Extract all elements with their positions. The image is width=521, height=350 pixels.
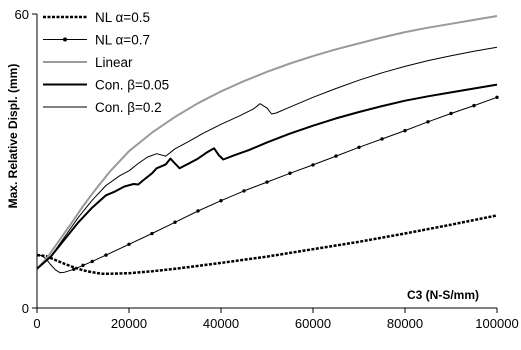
data-point xyxy=(150,232,153,235)
data-point xyxy=(403,129,406,132)
x-tick-label: 40000 xyxy=(203,316,239,331)
y-tick-label: 0 xyxy=(22,301,29,316)
legend-item: Con. β=0.2 xyxy=(43,100,162,115)
x-tick-label: 0 xyxy=(33,316,40,331)
data-point xyxy=(81,264,84,267)
x-tick-label: 60000 xyxy=(295,316,331,331)
data-point xyxy=(426,120,429,123)
data-point xyxy=(72,268,75,271)
data-point xyxy=(242,189,245,192)
legend-item: NL α=0.5 xyxy=(43,10,150,25)
legend-label: Linear xyxy=(95,55,133,70)
data-point xyxy=(495,96,498,99)
legend-label: Con. β=0.2 xyxy=(95,100,162,115)
series-line xyxy=(37,215,497,273)
axes: 0 20000 40000 60000 80000 100000 0 60 xyxy=(15,7,519,331)
x-tick-label: 80000 xyxy=(387,316,423,331)
data-point xyxy=(288,172,291,175)
legend-label: NL α=0.5 xyxy=(95,10,150,25)
legend: NL α=0.5 NL α=0.7 Linear Con. β=0.05 Con. β=… xyxy=(43,10,169,115)
data-point xyxy=(104,253,107,256)
data-point xyxy=(219,199,222,202)
data-point xyxy=(265,180,268,183)
data-point xyxy=(380,137,383,140)
data-point xyxy=(357,146,360,149)
y-tick-label: 60 xyxy=(15,7,29,22)
y-axis-label: Max. Relative Displ. (mm) xyxy=(6,64,20,209)
data-point xyxy=(449,112,452,115)
data-point xyxy=(472,104,475,107)
series-2 xyxy=(37,96,499,273)
legend-item: Linear xyxy=(43,55,133,70)
data-point xyxy=(196,209,199,212)
data-point xyxy=(91,260,94,263)
legend-item: Con. β=0.05 xyxy=(43,78,169,93)
legend-label: NL α=0.7 xyxy=(95,33,150,48)
series-1 xyxy=(37,215,497,273)
x-tick-label: 20000 xyxy=(111,316,147,331)
data-point xyxy=(173,221,176,224)
legend-marker xyxy=(63,38,67,42)
legend-item: NL α=0.7 xyxy=(43,33,150,48)
x-axis-label: C3 (N-S/mm) xyxy=(407,288,479,302)
data-point xyxy=(334,154,337,157)
x-tick-label: 100000 xyxy=(475,316,518,331)
data-point xyxy=(311,163,314,166)
data-point xyxy=(127,243,130,246)
legend-label: Con. β=0.05 xyxy=(95,78,169,93)
